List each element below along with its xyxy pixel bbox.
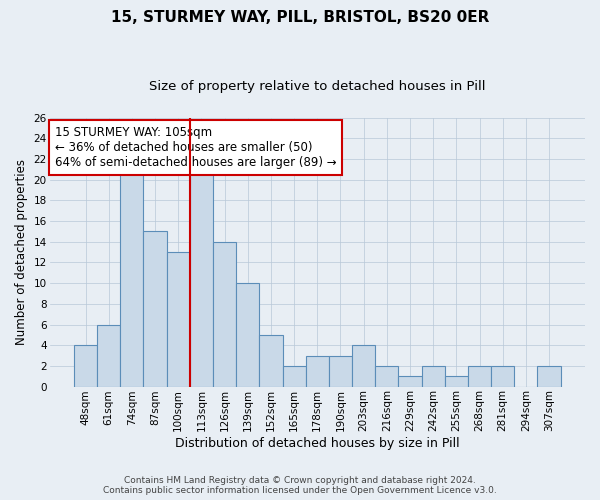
Title: Size of property relative to detached houses in Pill: Size of property relative to detached ho…	[149, 80, 485, 93]
Bar	[143, 232, 167, 386]
Bar	[375, 366, 398, 386]
Text: 15, STURMEY WAY, PILL, BRISTOL, BS20 0ER: 15, STURMEY WAY, PILL, BRISTOL, BS20 0ER	[111, 10, 489, 25]
X-axis label: Distribution of detached houses by size in Pill: Distribution of detached houses by size …	[175, 437, 460, 450]
Y-axis label: Number of detached properties: Number of detached properties	[15, 159, 28, 345]
Bar	[538, 366, 560, 386]
Bar	[97, 324, 120, 386]
Bar	[74, 345, 97, 387]
Text: 15 STURMEY WAY: 105sqm
← 36% of detached houses are smaller (50)
64% of semi-det: 15 STURMEY WAY: 105sqm ← 36% of detached…	[55, 126, 337, 169]
Bar	[213, 242, 236, 386]
Bar	[259, 335, 283, 386]
Bar	[468, 366, 491, 386]
Bar	[329, 356, 352, 386]
Bar	[491, 366, 514, 386]
Bar	[398, 376, 422, 386]
Bar	[167, 252, 190, 386]
Bar	[306, 356, 329, 386]
Bar	[283, 366, 306, 386]
Bar	[422, 366, 445, 386]
Bar	[190, 159, 213, 386]
Bar	[120, 170, 143, 386]
Bar	[352, 345, 375, 387]
Bar	[445, 376, 468, 386]
Bar	[236, 283, 259, 387]
Text: Contains HM Land Registry data © Crown copyright and database right 2024.
Contai: Contains HM Land Registry data © Crown c…	[103, 476, 497, 495]
